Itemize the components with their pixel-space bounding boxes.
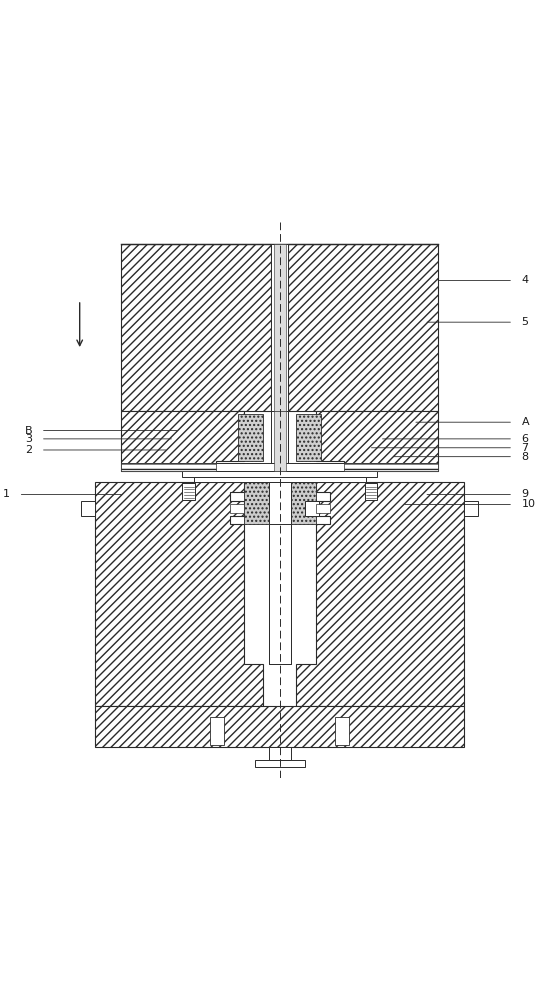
Polygon shape: [95, 482, 263, 706]
Text: 7: 7: [522, 443, 529, 453]
Text: B: B: [25, 426, 32, 436]
Text: 6: 6: [522, 434, 528, 444]
Text: 2: 2: [25, 445, 32, 455]
Bar: [182, 483, 195, 500]
Bar: [305, 501, 319, 516]
Bar: [269, 747, 291, 760]
Bar: [316, 504, 330, 513]
Text: 9: 9: [522, 489, 529, 499]
Polygon shape: [121, 244, 272, 411]
Bar: [238, 414, 263, 461]
Text: 4: 4: [522, 275, 529, 285]
Bar: [269, 524, 291, 664]
Polygon shape: [288, 244, 438, 411]
Text: 5: 5: [522, 317, 528, 327]
Bar: [296, 414, 321, 461]
Bar: [193, 477, 366, 482]
Bar: [230, 504, 244, 513]
Bar: [465, 501, 478, 516]
Bar: [335, 717, 349, 745]
Text: A: A: [522, 417, 529, 427]
Bar: [274, 244, 286, 411]
Bar: [272, 411, 288, 471]
Polygon shape: [121, 411, 244, 471]
Bar: [269, 482, 291, 664]
Polygon shape: [316, 411, 438, 471]
Bar: [121, 463, 216, 471]
Polygon shape: [296, 482, 465, 706]
Bar: [182, 471, 377, 477]
Bar: [365, 483, 377, 500]
Bar: [210, 717, 224, 745]
Bar: [95, 706, 465, 747]
Text: 10: 10: [522, 499, 536, 509]
Bar: [344, 463, 438, 471]
Text: 8: 8: [522, 452, 529, 462]
Bar: [255, 760, 305, 767]
Bar: [82, 501, 95, 516]
Bar: [121, 463, 438, 471]
Text: 3: 3: [26, 434, 32, 444]
Bar: [272, 244, 288, 411]
Bar: [274, 411, 286, 471]
Bar: [244, 482, 316, 524]
Text: 1: 1: [3, 489, 10, 499]
